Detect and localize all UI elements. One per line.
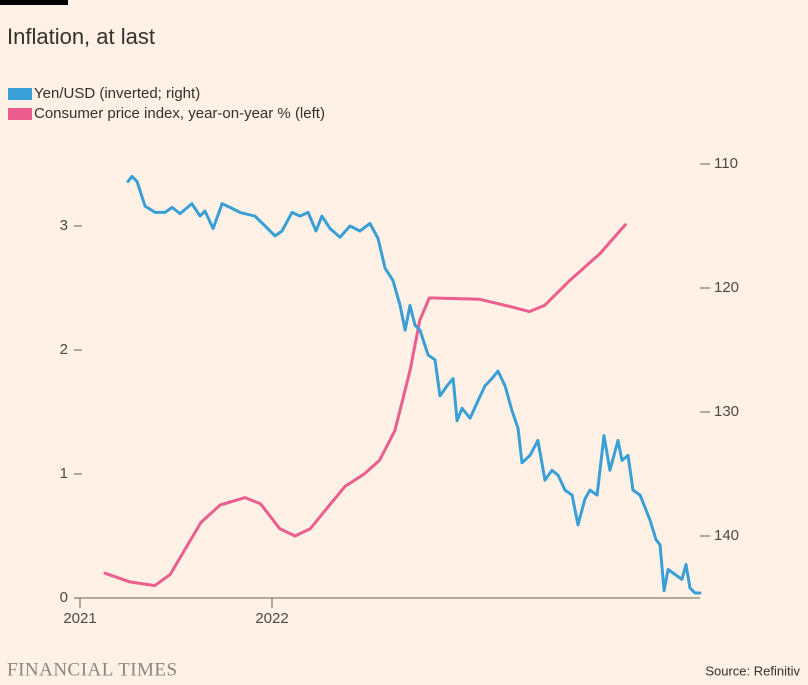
chart-title: Inflation, at last	[7, 24, 155, 49]
y-tick-label: 3	[60, 217, 68, 234]
y-tick-label: 0	[60, 589, 68, 606]
y-tick-label: 2	[60, 341, 68, 358]
y2-tick-label: 130	[714, 403, 739, 420]
y2-tick-label: 120	[714, 279, 739, 296]
legend-swatch	[8, 108, 32, 120]
y-tick-label: 1	[60, 465, 68, 482]
y2-tick-label: 140	[714, 527, 739, 544]
x-tick-label: 2022	[255, 610, 288, 627]
y2-tick-label: 110	[714, 155, 738, 172]
legend-label: Yen/USD (inverted; right)	[34, 85, 200, 102]
title-bar	[0, 0, 68, 5]
series-line	[103, 223, 627, 588]
x-tick-label: 2021	[63, 610, 96, 627]
legend-label: Consumer price index, year-on-year % (le…	[34, 105, 325, 122]
legend-swatch	[8, 88, 32, 100]
series-line	[126, 174, 702, 595]
logo: FINANCIAL TIMES	[7, 659, 178, 680]
source: Source: Refinitiv	[705, 663, 800, 678]
